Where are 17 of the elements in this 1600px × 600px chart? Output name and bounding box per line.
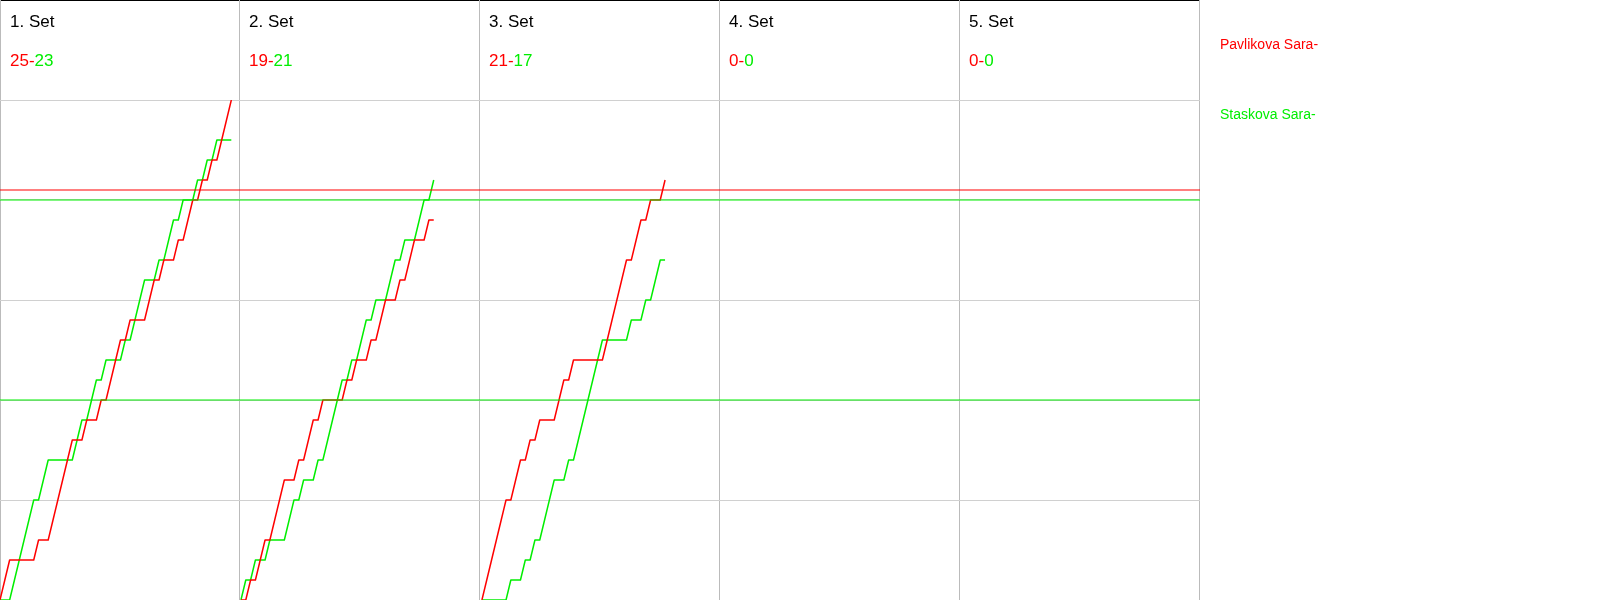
text: 23 (34, 51, 54, 70)
text: 17 (513, 51, 533, 70)
text: Pavlikova Sara- (1220, 36, 1319, 54)
text: 3. Set (489, 12, 534, 32)
text: 2. Set (249, 12, 294, 32)
text: 25- (10, 51, 35, 70)
text: 0 (984, 51, 994, 70)
text: 21- (489, 51, 514, 70)
text: 5. Set (969, 12, 1014, 32)
text: Staskova Sara- (1220, 106, 1317, 124)
text: 4. Set (729, 12, 774, 32)
text: 0 (744, 51, 754, 70)
text: 1. Set (10, 12, 55, 32)
text: 21 (273, 51, 293, 70)
text: 19- (249, 51, 274, 70)
text: 0- (729, 51, 745, 70)
text: 0- (969, 51, 985, 70)
